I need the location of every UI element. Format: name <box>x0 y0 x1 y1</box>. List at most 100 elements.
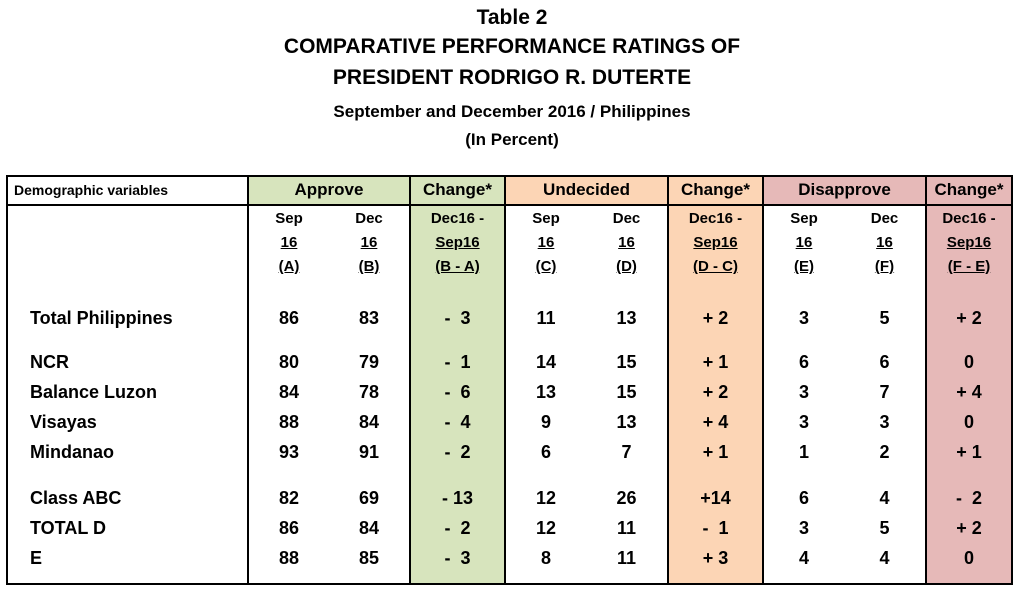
header-approve: Approve <box>294 180 364 199</box>
table-cell: + 1 <box>702 442 729 462</box>
table-cell: 83 <box>358 308 380 328</box>
table-cell: 84 <box>278 382 300 402</box>
table-cell: + 2 <box>702 382 729 402</box>
subheader-undecided-change: Dec16 - Sep16 (D - C) <box>688 210 743 275</box>
col-divider <box>409 175 411 585</box>
table-cell: 3 <box>798 382 809 402</box>
table-frame <box>6 175 1013 585</box>
table-cell: 12 <box>535 518 557 538</box>
table-cell: +14 <box>700 488 731 508</box>
table-cell: 15 <box>616 382 637 402</box>
subheader-undecided-dec: Dec 16 (D) <box>612 210 641 275</box>
row-label: E <box>30 548 43 568</box>
table-cell: - 2 <box>444 442 471 462</box>
subheader-approve-sep: Sep 16 (A) <box>275 210 303 275</box>
col-divider <box>762 175 764 585</box>
subheader-approve-dec: Dec 16 (B) <box>355 210 383 275</box>
subheader-disapprove-dec: Dec 16 (F) <box>870 210 899 275</box>
table-cell: 13 <box>616 308 637 328</box>
table-cell: 7 <box>879 382 890 402</box>
table-cell: + 1 <box>702 352 729 372</box>
table-cell: 15 <box>616 352 637 372</box>
table-cell: 13 <box>535 382 557 402</box>
table-cell: 93 <box>278 442 300 462</box>
table-cell: 14 <box>535 352 557 372</box>
table-cell: 84 <box>358 412 380 432</box>
table-cell: 86 <box>278 518 300 538</box>
table-subtitle: September and December 2016 / Philippine… <box>333 102 691 121</box>
row-label: Mindanao <box>30 442 114 462</box>
table-cell: 0 <box>963 548 974 568</box>
table-cell: 9 <box>540 412 551 432</box>
table-cell: 69 <box>358 488 380 508</box>
table-cell: 88 <box>278 548 300 568</box>
table-cell: + 3 <box>702 548 729 568</box>
subheader-disapprove-change: Dec16 - Sep16 (F - E) <box>942 210 996 275</box>
undecided-change-band <box>668 175 763 585</box>
approve-band <box>248 175 410 205</box>
table-cell: 88 <box>278 412 300 432</box>
table-cell: 12 <box>535 488 557 508</box>
table-cell: 3 <box>798 518 809 538</box>
header-disapprove: Disapprove <box>798 180 891 199</box>
disapprove-change-band <box>926 175 1013 585</box>
row-label: Class ABC <box>30 488 122 508</box>
approve-change-band <box>410 175 505 585</box>
table-cell: 0 <box>963 412 974 432</box>
table-cell: 91 <box>358 442 380 462</box>
header-change-approve: Change* <box>423 180 492 199</box>
header-undecided: Undecided <box>543 180 630 199</box>
table-cell: 1 <box>798 442 809 462</box>
row-label: NCR <box>30 352 69 372</box>
table-cell: 11 <box>536 308 556 328</box>
table-cell: 3 <box>798 412 809 432</box>
table-cell: 2 <box>879 442 890 462</box>
table-cell: + 2 <box>702 308 729 328</box>
subheader-approve-change: Dec16 - Sep16 (B - A) <box>430 210 485 275</box>
table-cell: - 3 <box>444 548 471 568</box>
row-label: Visayas <box>30 412 97 432</box>
table-cell: 8 <box>540 548 551 568</box>
row-label: Total Philippines <box>30 308 173 328</box>
table-cell: 5 <box>879 518 890 538</box>
table-number: Table 2 <box>476 6 548 29</box>
table-cell: - 13 <box>441 488 474 508</box>
table-cell: 4 <box>879 548 890 568</box>
col-divider <box>667 175 669 585</box>
table-cell: 6 <box>798 488 809 508</box>
table-cell: + 4 <box>956 382 982 402</box>
table-cell: 4 <box>798 548 809 568</box>
table-cell: 26 <box>616 488 637 508</box>
table-cell: - 4 <box>444 412 471 432</box>
subheader-disapprove-sep: Sep 16 (E) <box>790 210 818 275</box>
header-change-disapprove: Change* <box>934 180 1004 199</box>
table-cell: 80 <box>278 352 300 372</box>
table-cell: 13 <box>616 412 637 432</box>
table-cell: - 2 <box>444 518 471 538</box>
table-cell: - 1 <box>702 518 729 538</box>
table-cell: 79 <box>358 352 380 372</box>
table-cell: - 1 <box>444 352 471 372</box>
header-change-undecided: Change* <box>681 180 750 199</box>
table-cell: 3 <box>879 412 890 432</box>
table-title-line1: COMPARATIVE PERFORMANCE RATINGS OF <box>283 35 741 58</box>
row-label: Balance Luzon <box>30 382 158 402</box>
table-cell: - 3 <box>444 308 471 328</box>
table-cell: 84 <box>358 518 380 538</box>
table-cell: + 4 <box>702 412 729 432</box>
table-cell: 85 <box>358 548 380 568</box>
table-cell: 0 <box>963 352 974 372</box>
table-title-line2: PRESIDENT RODRIGO R. DUTERTE <box>332 66 692 89</box>
table-cell: 78 <box>358 382 380 402</box>
table-cell: - 2 <box>955 488 982 508</box>
table-cell: 86 <box>278 308 300 328</box>
header-demographic: Demographic variables <box>14 182 169 198</box>
header-divider <box>6 204 1013 206</box>
table-cell: 3 <box>798 308 809 328</box>
subheader-undecided-sep: Sep 16 (C) <box>532 210 560 275</box>
table-cell: + 2 <box>956 518 982 538</box>
table-cell: 11 <box>616 518 637 538</box>
table-cell: 7 <box>621 442 632 462</box>
disapprove-band <box>763 175 926 205</box>
table-cell: 82 <box>278 488 300 508</box>
